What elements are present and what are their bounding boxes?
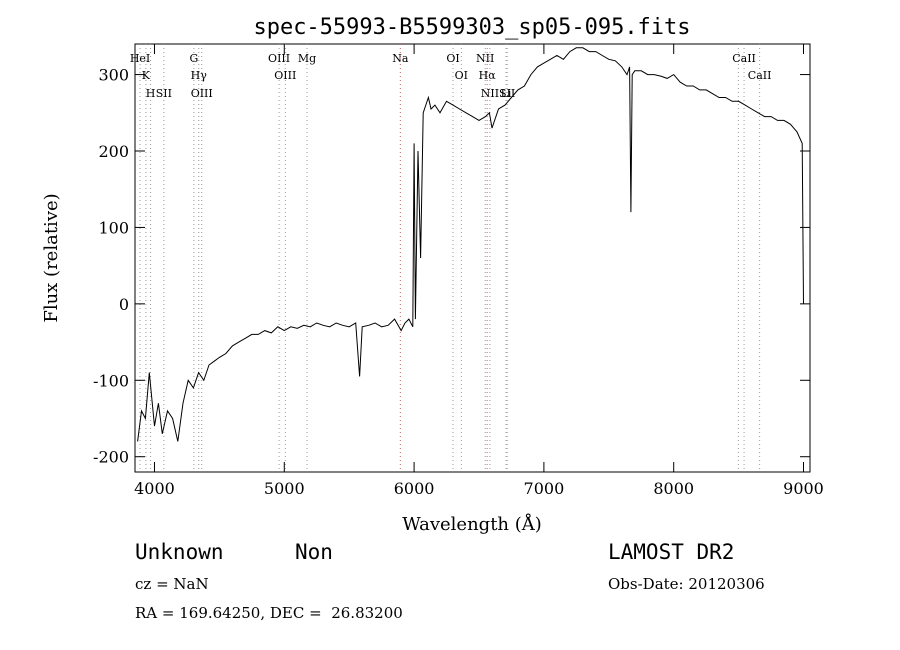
line-marker-label: Na	[392, 52, 409, 65]
line-marker-label: Hγ	[191, 69, 208, 82]
axis-ticks: 4000 5000 6000 7000 8000 9000 -200 -100 0 100 200 3…	[93, 44, 824, 498]
x-tick-label: 8000	[653, 479, 694, 498]
line-marker-label: SII	[156, 87, 172, 100]
line-marker-label: OIII	[191, 87, 213, 100]
x-axis-label: Wavelength (Å)	[402, 513, 542, 535]
y-axis-label: Flux (relative)	[41, 193, 62, 322]
line-marker-label: H	[146, 87, 156, 100]
line-marker-label: Hα	[479, 69, 497, 82]
x-tick-label: 9000	[783, 479, 824, 498]
line-marker-label: CaII	[748, 69, 772, 82]
line-marker-label: Li	[501, 87, 512, 100]
line-marker-label: SII	[499, 87, 515, 100]
x-tick-label: 7000	[524, 479, 565, 498]
spectrum-series	[137, 47, 804, 442]
line-marker-label: OI	[446, 52, 459, 65]
y-tick-label: 300	[98, 66, 129, 85]
y-tick-label: 100	[98, 218, 129, 237]
x-tick-label: 4000	[134, 479, 175, 498]
y-tick-label: 0	[119, 295, 129, 314]
line-marker-label: CaII	[732, 52, 756, 65]
line-marker-label: NII	[476, 52, 494, 65]
line-marker-label: HeI	[130, 52, 150, 65]
y-tick-label: 200	[98, 142, 129, 161]
plot-frame	[134, 43, 811, 473]
coordinates-readout: RA = 169.64250, DEC = 26.83200	[135, 604, 403, 622]
obs-date-readout: Obs-Date: 20120306	[608, 575, 765, 593]
line-marker-label: G	[190, 52, 199, 65]
line-marker-label: OIII	[268, 52, 290, 65]
redshift-readout: cz = NaN	[135, 575, 209, 593]
subclass-label: Non	[295, 540, 333, 564]
line-marker-label: K	[142, 69, 151, 82]
y-tick-label: -100	[93, 371, 129, 390]
line-marker-label: OI	[455, 69, 468, 82]
chart-title: spec-55993-B5599303_sp05-095.fits	[253, 15, 690, 40]
line-marker-label: Mg	[298, 52, 316, 65]
line-marker-label: NII	[481, 87, 499, 100]
y-tick-label: -200	[93, 448, 129, 467]
class-label: Unknown	[135, 540, 224, 564]
survey-label: LAMOST DR2	[608, 540, 735, 564]
x-tick-label: 6000	[394, 479, 435, 498]
line-marker-label: OIII	[274, 69, 296, 82]
x-tick-label: 5000	[264, 479, 305, 498]
